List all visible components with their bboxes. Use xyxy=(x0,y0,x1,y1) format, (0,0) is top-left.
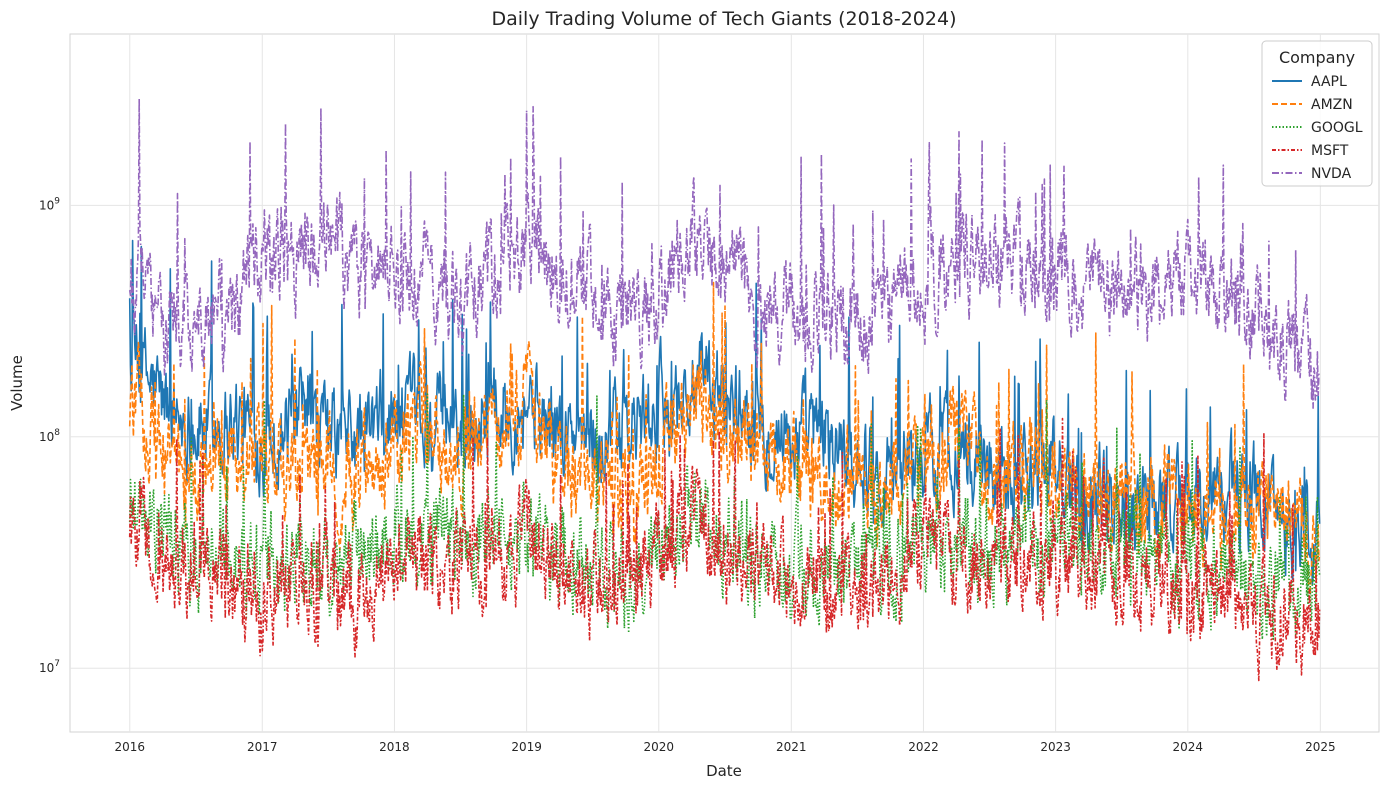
x-tick-label: 2024 xyxy=(1173,740,1204,754)
y-tick-label: 109 xyxy=(39,196,60,212)
x-axis-label: Date xyxy=(706,762,742,780)
x-tick-label: 2019 xyxy=(511,740,542,754)
series-line-aapl xyxy=(128,239,1321,585)
legend-label-amzn: AMZN xyxy=(1311,97,1353,113)
x-tick-label: 2018 xyxy=(379,740,410,754)
x-tick-label: 2023 xyxy=(1040,740,1071,754)
legend: Company AAPL AMZN GOOGL MSFT NVDA xyxy=(1261,40,1373,187)
y-tick-exponent: 7 xyxy=(54,659,60,669)
y-tick-exponent: 9 xyxy=(54,196,60,206)
y-tick-base: 10 xyxy=(39,198,54,212)
y-axis-label: Volume xyxy=(8,355,26,411)
legend-title: Company xyxy=(1279,48,1355,67)
series-line-nvda xyxy=(128,98,1320,409)
y-tick-label: 107 xyxy=(39,659,60,675)
legend-label-msft: MSFT xyxy=(1311,143,1349,159)
x-tick-label: 2016 xyxy=(114,740,145,754)
y-tick-exponent: 8 xyxy=(54,428,60,438)
y-tick-base: 10 xyxy=(39,661,54,675)
legend-label-googl: GOOGL xyxy=(1311,120,1363,136)
x-tick-label: 2020 xyxy=(644,740,675,754)
series-lines xyxy=(128,98,1321,682)
x-tick-label: 2021 xyxy=(776,740,807,754)
legend-box xyxy=(1261,40,1373,187)
legend-label-aapl: AAPL xyxy=(1311,74,1347,90)
tick-labels: 2016 2017 2018 2019 2020 2021 2022 2023 2024 2025… xyxy=(39,196,1336,754)
x-tick-label: 2025 xyxy=(1305,740,1336,754)
series-line-msft xyxy=(128,417,1321,682)
series-line-amzn xyxy=(128,281,1321,601)
x-tick-label: 2022 xyxy=(908,740,939,754)
x-tick-label: 2017 xyxy=(247,740,278,754)
chart-title: Daily Trading Volume of Tech Giants (201… xyxy=(492,8,957,30)
y-tick-base: 10 xyxy=(39,430,54,444)
legend-label-nvda: NVDA xyxy=(1311,166,1352,182)
y-tick-label: 108 xyxy=(39,428,60,444)
